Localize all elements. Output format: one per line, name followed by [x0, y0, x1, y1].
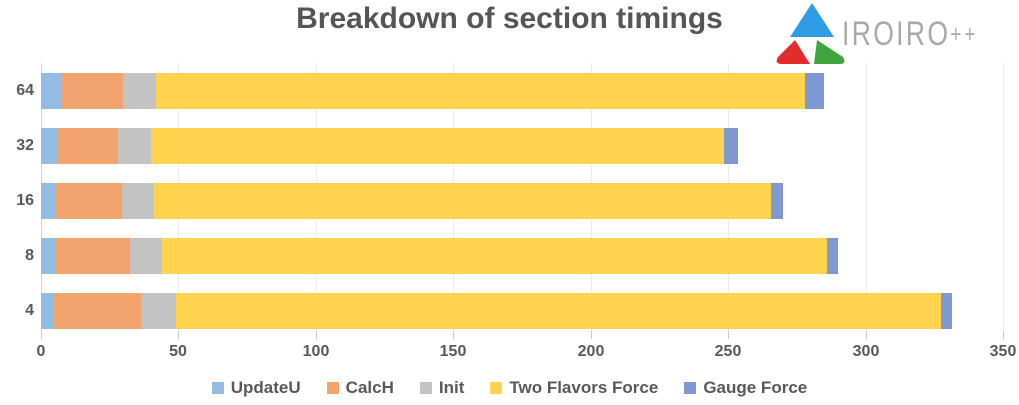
bar-segment-gauge-force-64 — [805, 73, 825, 109]
x-tick-label-150: 150 — [439, 343, 467, 360]
tickmark-x250 — [728, 331, 729, 339]
legend-item-init: Init — [419, 378, 465, 398]
x-tick-label-350: 350 — [989, 343, 1017, 360]
bar-segment-two-flavors-force-8 — [161, 238, 828, 274]
bar-segment-calch-8 — [54, 238, 131, 274]
brand-name: IROIRO++ — [842, 14, 979, 53]
x-tick-label-50: 50 — [169, 343, 187, 360]
x-tick-label-100: 100 — [302, 343, 330, 360]
brand-suffix: ++ — [950, 20, 979, 48]
brand-logo: IROIRO++ — [772, 2, 1017, 66]
x-tick-label-300: 300 — [852, 343, 880, 360]
bar-segment-two-flavors-force-64 — [156, 73, 806, 109]
bar-segment-two-flavors-force-32 — [150, 128, 724, 164]
bar-row-8 — [41, 238, 839, 274]
legend-label: UpdateU — [230, 378, 301, 397]
legend-label: Init — [438, 378, 465, 397]
tickmark-x300 — [866, 331, 867, 339]
bar-segment-calch-32 — [57, 128, 118, 164]
bar-segment-gauge-force-32 — [723, 128, 738, 164]
bar-segment-updateu-64 — [41, 73, 62, 109]
y-category-label-16: 16 — [16, 192, 34, 209]
bar-segment-two-flavors-force-4 — [175, 293, 942, 329]
gridline-x350 — [1003, 63, 1004, 331]
bar-row-64 — [41, 73, 825, 109]
legend-swatch-icon — [419, 382, 432, 394]
bar-segment-gauge-force-8 — [827, 238, 839, 274]
triangle-logo-icon — [776, 3, 845, 64]
y-category-label-8: 8 — [25, 247, 34, 264]
y-category-label-32: 32 — [16, 137, 34, 154]
gridline-x300 — [866, 63, 867, 331]
bar-segment-gauge-force-4 — [941, 293, 953, 329]
y-category-label-4: 4 — [25, 302, 34, 319]
chart-title: Breakdown of section timings — [296, 2, 723, 35]
bar-row-4 — [41, 293, 953, 329]
bar-segment-calch-64 — [61, 73, 124, 109]
legend-label: Two Flavors Force — [509, 378, 659, 397]
bar-segment-updateu-16 — [41, 183, 55, 219]
legend-item-two-flavors-force: Two Flavors Force — [490, 378, 658, 398]
bar-segment-init-4 — [141, 293, 176, 329]
legend: UpdateU CalcH Init Two Flavors Force Gauge F… — [0, 378, 1019, 398]
tickmark-x100 — [316, 331, 317, 339]
legend-label: Gauge Force — [703, 378, 808, 397]
bar-row-16 — [41, 183, 784, 219]
plot-area — [41, 63, 1004, 339]
legend-item-updateu: UpdateU — [211, 378, 301, 398]
bar-segment-init-16 — [122, 183, 154, 219]
legend-swatch-icon — [684, 382, 697, 394]
x-tick-label-200: 200 — [577, 343, 605, 360]
legend-label: CalcH — [345, 378, 394, 397]
bar-segment-init-64 — [123, 73, 157, 109]
tickmark-x0 — [41, 331, 42, 339]
x-tick-label-0: 0 — [36, 343, 46, 360]
tickmark-x200 — [591, 331, 592, 339]
bar-segment-gauge-force-16 — [770, 183, 784, 219]
tickmark-x350 — [1003, 331, 1004, 339]
bar-row-32 — [41, 128, 738, 164]
legend-swatch-icon — [211, 382, 224, 394]
y-category-label-64: 64 — [16, 82, 34, 99]
bar-segment-two-flavors-force-16 — [153, 183, 771, 219]
bar-segment-init-32 — [117, 128, 151, 164]
legend-item-calch: CalcH — [326, 378, 394, 398]
bar-segment-calch-16 — [54, 183, 123, 219]
bar-segment-calch-4 — [53, 293, 142, 329]
tickmark-x150 — [453, 331, 454, 339]
legend-swatch-icon — [490, 382, 503, 394]
bar-segment-updateu-32 — [41, 128, 58, 164]
x-tick-label-250: 250 — [714, 343, 742, 360]
bar-segment-updateu-8 — [41, 238, 55, 274]
bar-segment-updateu-4 — [41, 293, 54, 329]
legend-item-gauge-force: Gauge Force — [684, 378, 807, 398]
bar-segment-init-8 — [130, 238, 162, 274]
legend-swatch-icon — [326, 382, 339, 394]
tickmark-x50 — [178, 331, 179, 339]
